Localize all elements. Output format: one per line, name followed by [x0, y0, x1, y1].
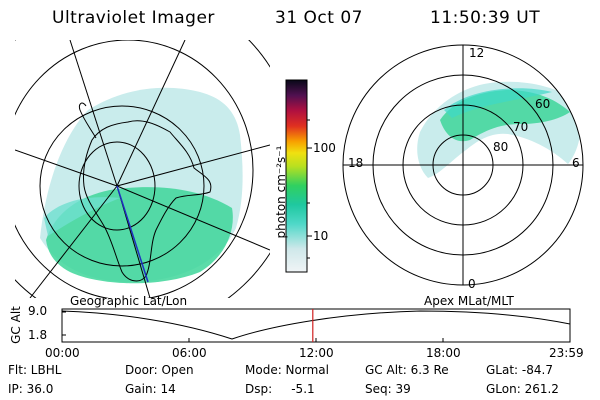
right-panel-label: Apex MLat/MLT: [424, 294, 514, 308]
info-seq: Seq: 39: [365, 382, 411, 396]
aurora-emission-left-teal: [44, 197, 120, 236]
info-dsp: Dsp: -5.1: [245, 382, 315, 396]
geographic-map: [15, 40, 270, 298]
aurora-emission-left-core: [46, 187, 233, 284]
info-glat: GLat: -84.7: [486, 363, 553, 377]
antarctic-coastline: [83, 120, 212, 282]
colorbar-tick-10: 10: [313, 229, 329, 243]
info-glon: GLon: 261.2: [486, 382, 559, 396]
info-gc-alt: GC Alt: 6.3 Re: [365, 363, 449, 377]
gc-alt-axis-label: GC Alt: [9, 306, 23, 344]
mlt-label-6: 6: [572, 156, 580, 170]
mlt-label-18: 18: [348, 156, 364, 170]
left-panel-label: Geographic Lat/Lon: [70, 294, 188, 308]
instrument-title: Ultraviolet Imager: [52, 8, 215, 28]
time-tick-0000: 00:00: [45, 346, 80, 360]
mlat-label-60: 60: [535, 97, 551, 111]
image-date: 31 Oct 07: [275, 8, 363, 28]
time-tick-1800: 18:00: [426, 346, 461, 360]
polar-plot: [342, 44, 584, 286]
alt-tick-bottom: 1.8: [28, 328, 48, 342]
alt-tick-top: 9.0: [28, 304, 48, 318]
info-gain: Gain: 14: [125, 382, 176, 396]
colorbar: [285, 79, 312, 273]
peninsula-coastline: [79, 102, 97, 139]
latitude-circles: [15, 40, 270, 298]
info-door: Door: Open: [125, 363, 194, 377]
time-tick-1200: 12:00: [299, 346, 334, 360]
colorbar-unit-label: photon cm⁻²s⁻¹: [274, 145, 288, 239]
timeline-plot: [61, 308, 571, 343]
info-mode: Mode: Normal: [245, 363, 329, 377]
info-ip: IP: 36.0: [8, 382, 54, 396]
mlt-label-0: 0: [468, 277, 476, 291]
mlat-label-80: 80: [493, 140, 509, 154]
mlt-label-12: 12: [469, 46, 485, 60]
time-tick-0600: 06:00: [172, 346, 207, 360]
colorbar-tick-100: 100: [313, 141, 336, 155]
image-time: 11:50:39 UT: [430, 8, 541, 28]
ground-track: [116, 185, 149, 283]
mlat-label-70: 70: [513, 120, 529, 134]
time-tick-2359: 23:59: [549, 346, 584, 360]
altitude-curve: [61, 310, 571, 340]
aurora-oval-right-teal: [444, 88, 552, 118]
info-filter: Flt: LBHL: [8, 363, 62, 377]
